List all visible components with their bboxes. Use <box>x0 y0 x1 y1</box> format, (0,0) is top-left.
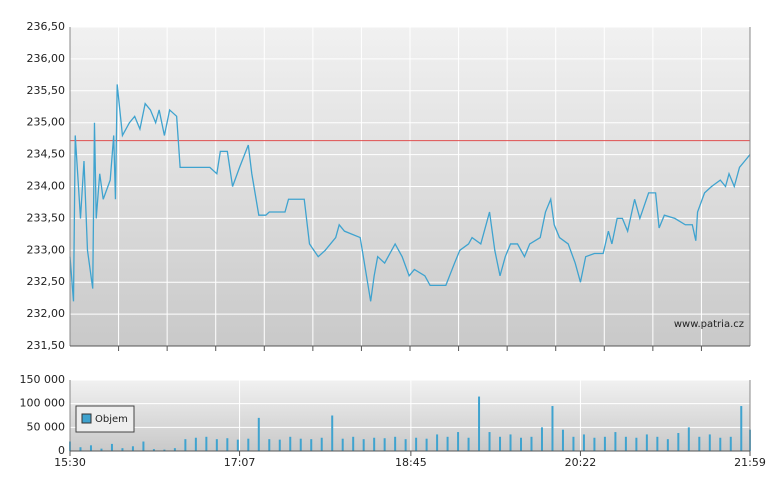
x-tick-label: 15:30 <box>54 456 86 469</box>
volume-bar <box>656 436 659 451</box>
price-line <box>69 84 751 302</box>
volume-bar <box>645 434 648 451</box>
volume-bar <box>488 432 491 451</box>
y-tick-label: 0 <box>58 444 65 457</box>
volume-bar <box>729 436 732 451</box>
volume-bar <box>205 436 208 451</box>
volume-bar <box>740 406 743 451</box>
volume-panel <box>70 380 750 451</box>
volume-bar <box>603 436 606 451</box>
volume-bar <box>698 436 701 451</box>
volume-bar <box>373 437 376 451</box>
volume-bar <box>142 441 145 451</box>
volume-bar <box>331 415 334 451</box>
y-tick-label: 100 000 <box>20 397 66 410</box>
y-tick-label: 235,00 <box>27 116 66 129</box>
y-tick-label: 234,00 <box>27 180 66 193</box>
y-tick-label: 236,50 <box>27 20 66 33</box>
legend-swatch <box>81 413 92 424</box>
volume-bar <box>352 436 355 451</box>
volume-bar <box>310 439 313 451</box>
volume-bar <box>110 443 113 451</box>
volume-bar <box>446 436 449 451</box>
x-tick-label: 20:22 <box>565 456 597 469</box>
y-tick-label: 233,00 <box>27 243 66 256</box>
volume-bar <box>593 437 596 451</box>
volume-bar <box>163 449 166 451</box>
volume-bar <box>719 437 722 451</box>
volume-bar <box>520 437 523 451</box>
volume-bar <box>152 449 155 451</box>
volume-bar <box>530 436 533 451</box>
volume-bar <box>89 445 92 451</box>
volume-bar <box>299 438 302 451</box>
volume-bar <box>121 448 124 451</box>
volume-bar <box>289 436 292 451</box>
volume-bar <box>394 436 397 451</box>
y-tick-label: 231,50 <box>27 339 66 352</box>
y-tick-label: 50 000 <box>27 420 66 433</box>
volume-bar <box>635 437 638 451</box>
volume-bar <box>457 432 460 451</box>
volume-bar <box>79 447 82 451</box>
volume-bar <box>540 427 543 451</box>
legend-label: Objem <box>95 414 128 425</box>
volume-bar <box>383 438 386 451</box>
volume-bar <box>320 437 323 451</box>
volume-bar <box>278 439 281 451</box>
y-tick-label: 234,50 <box>27 148 66 161</box>
volume-bar <box>257 417 260 451</box>
volume-bar <box>509 434 512 451</box>
volume-bar <box>425 438 428 451</box>
volume-bar <box>404 439 407 451</box>
watermark: www.patria.cz <box>674 319 744 330</box>
y-tick-label: 232,00 <box>27 307 66 320</box>
volume-bar <box>215 439 218 451</box>
volume-bar <box>624 436 627 451</box>
volume-bar <box>467 437 470 451</box>
volume-bar <box>415 437 418 451</box>
volume-bar <box>131 446 134 451</box>
volume-bar <box>478 396 481 451</box>
volume-bar <box>499 436 502 451</box>
volume-bar <box>268 439 271 451</box>
y-tick-label: 150 000 <box>20 373 66 386</box>
volume-bar <box>582 434 585 451</box>
volume-bar <box>436 434 439 451</box>
volume-bar <box>572 436 575 451</box>
volume-bar <box>708 434 711 451</box>
volume-bar <box>247 438 250 451</box>
x-tick-label: 18:45 <box>395 456 427 469</box>
volume-bar <box>173 448 176 451</box>
y-tick-label: 233,50 <box>27 211 66 224</box>
y-tick-label: 232,50 <box>27 275 66 288</box>
volume-bar <box>341 438 344 451</box>
y-tick-label: 236,00 <box>27 52 66 65</box>
x-tick-label: 21:59 <box>734 456 766 469</box>
y-tick-label: 235,50 <box>27 84 66 97</box>
volume-bar <box>666 439 669 451</box>
volume-bar <box>236 439 239 451</box>
volume-bar <box>677 433 680 451</box>
x-tick-label: 17:07 <box>224 456 256 469</box>
volume-bar <box>614 432 617 451</box>
volume-bar <box>100 448 103 451</box>
volume-bar <box>551 406 554 451</box>
volume-bar <box>194 437 197 451</box>
volume-bar <box>226 438 229 451</box>
volume-bar <box>687 427 690 451</box>
volume-bar <box>561 429 564 451</box>
volume-bar <box>362 439 365 451</box>
volume-bar <box>184 439 187 451</box>
